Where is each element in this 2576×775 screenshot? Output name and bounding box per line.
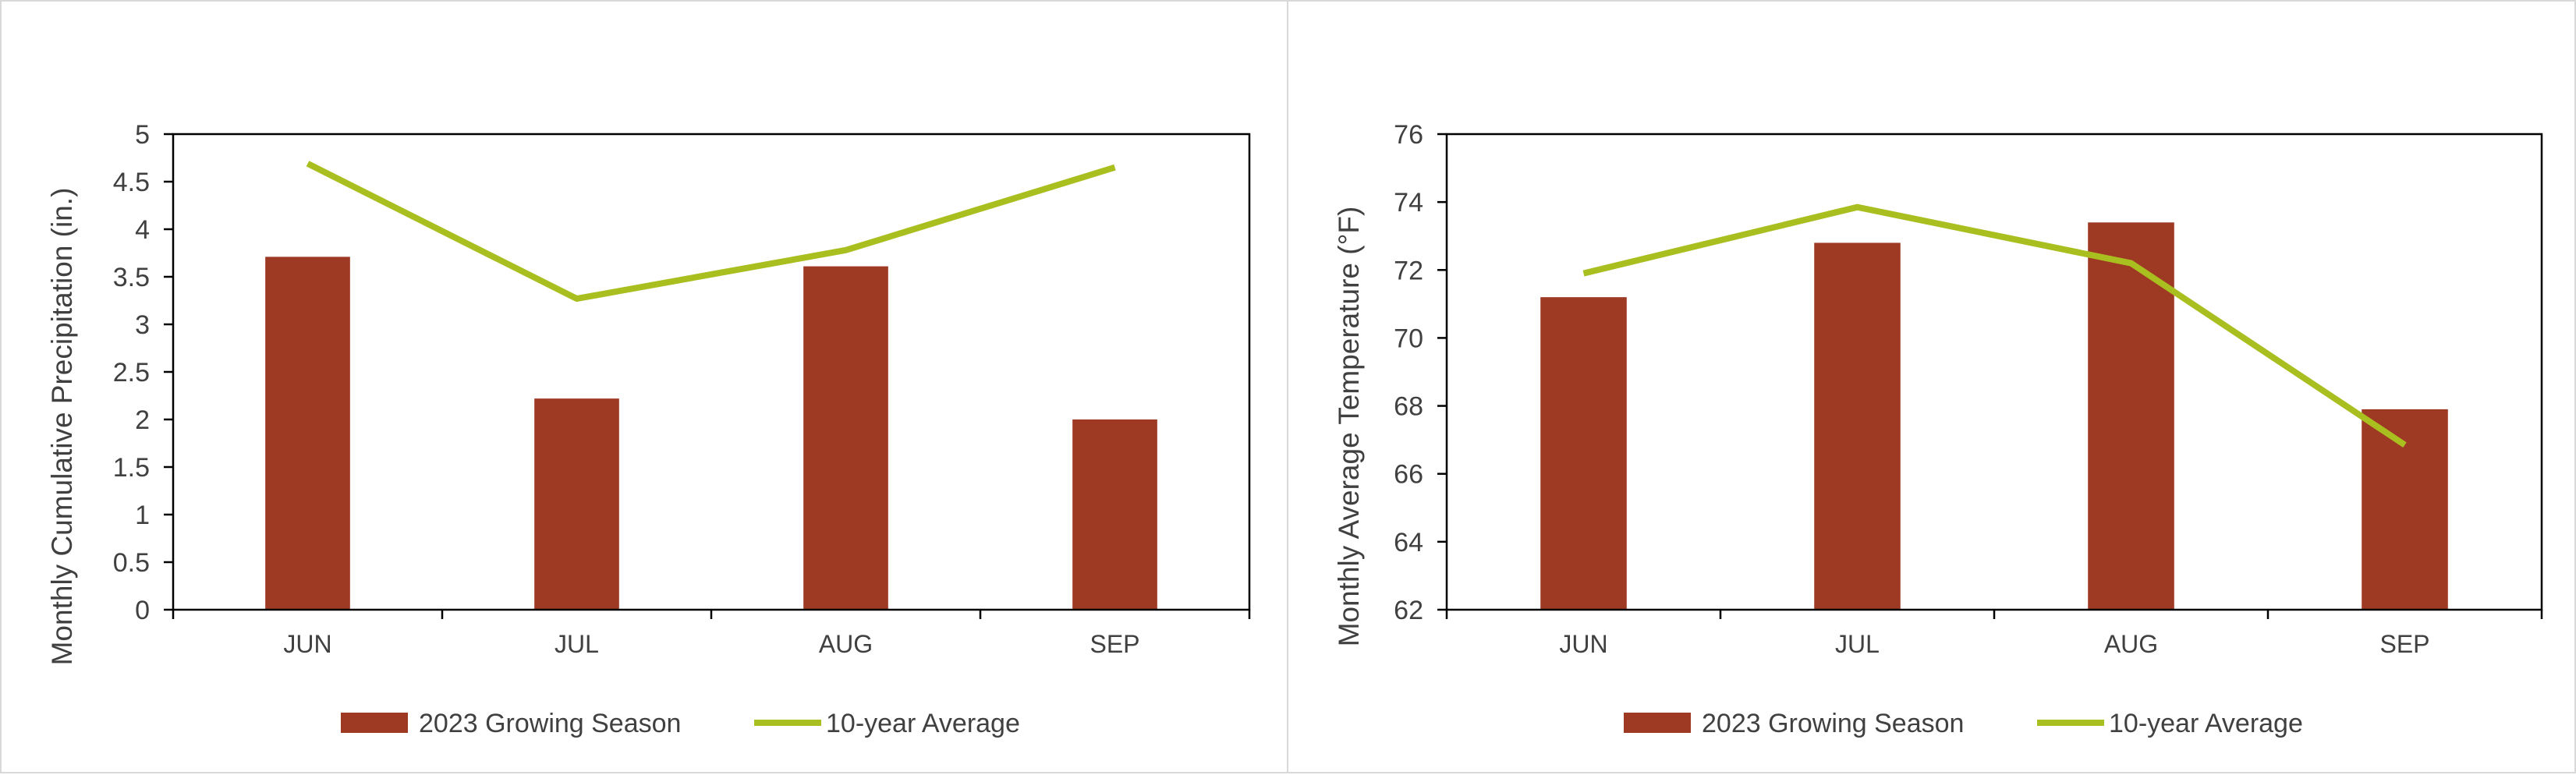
y-tick-label: 66 bbox=[1394, 460, 1423, 490]
bar-jul bbox=[534, 398, 619, 610]
legend-label-bars: 2023 Growing Season bbox=[1702, 709, 1964, 738]
y-tick-label: 4.5 bbox=[113, 168, 150, 197]
y-axis-title: Monthly Cumulative Precipitation (in.) bbox=[46, 188, 78, 666]
bar-sep bbox=[2362, 409, 2448, 610]
precipitation-chart: 0 0.5 1 1.5 2 2.5 3 3.5 4 4.5 5 JUN JUL AUG SEP Monthly… bbox=[46, 120, 1251, 738]
x-tick-label: JUN bbox=[283, 630, 331, 658]
bar-jul bbox=[1814, 242, 1901, 610]
average-line bbox=[306, 161, 1116, 303]
legend-label-line: 10-year Average bbox=[826, 709, 1020, 738]
bar-jun bbox=[265, 257, 350, 610]
temperature-chart: 62 64 66 68 70 72 74 76 JUN JUL AUG SEP Monthly Aver… bbox=[1333, 120, 2543, 738]
y-tick-label: 62 bbox=[1394, 596, 1423, 625]
temperature-chart-panel: 62 64 66 68 70 72 74 76 JUN JUL AUG SEP Monthly Aver… bbox=[1287, 0, 2576, 773]
y-tick-label: 2.5 bbox=[113, 358, 150, 388]
y-tick-label: 3 bbox=[135, 310, 150, 340]
x-tick-label: SEP bbox=[2379, 630, 2429, 658]
average-line bbox=[1582, 203, 2407, 448]
bar-aug bbox=[2088, 222, 2174, 610]
x-tick-label: SEP bbox=[1090, 630, 1139, 658]
y-tick-label: 68 bbox=[1394, 392, 1423, 422]
bar-aug bbox=[803, 266, 888, 610]
legend-swatch-bars bbox=[341, 713, 408, 733]
x-tick-label: AUG bbox=[2104, 630, 2158, 658]
y-tick-label: 70 bbox=[1394, 324, 1423, 353]
y-tick-label: 74 bbox=[1394, 188, 1423, 218]
y-tick-label: 0.5 bbox=[113, 548, 150, 578]
x-tick-label: JUN bbox=[1559, 630, 1607, 658]
bar-jun bbox=[1540, 297, 1627, 610]
legend-label-bars: 2023 Growing Season bbox=[419, 709, 681, 738]
y-tick-label: 0 bbox=[135, 596, 150, 625]
x-tick-label: JUL bbox=[1835, 630, 1880, 658]
x-tick-label: AUG bbox=[819, 630, 873, 658]
y-tick-label: 5 bbox=[135, 120, 150, 150]
bar-sep bbox=[1072, 419, 1157, 610]
y-tick-label: 76 bbox=[1394, 120, 1423, 150]
legend-label-line: 10-year Average bbox=[2109, 709, 2303, 738]
y-tick-label: 1.5 bbox=[113, 453, 150, 483]
precipitation-chart-panel: 0 0.5 1 1.5 2 2.5 3 3.5 4 4.5 5 JUN JUL AUG SEP Monthly… bbox=[0, 0, 1288, 773]
y-tick-label: 2 bbox=[135, 405, 150, 435]
x-tick-label: JUL bbox=[555, 630, 599, 658]
y-tick-label: 3.5 bbox=[113, 263, 150, 292]
y-tick-label: 4 bbox=[135, 215, 150, 245]
legend-swatch-bars bbox=[1624, 713, 1691, 733]
y-tick-label: 1 bbox=[135, 501, 150, 530]
y-tick-label: 72 bbox=[1394, 256, 1423, 285]
y-tick-label: 64 bbox=[1394, 528, 1423, 557]
y-axis-title: Monthly Average Temperature (°F) bbox=[1333, 207, 1365, 647]
